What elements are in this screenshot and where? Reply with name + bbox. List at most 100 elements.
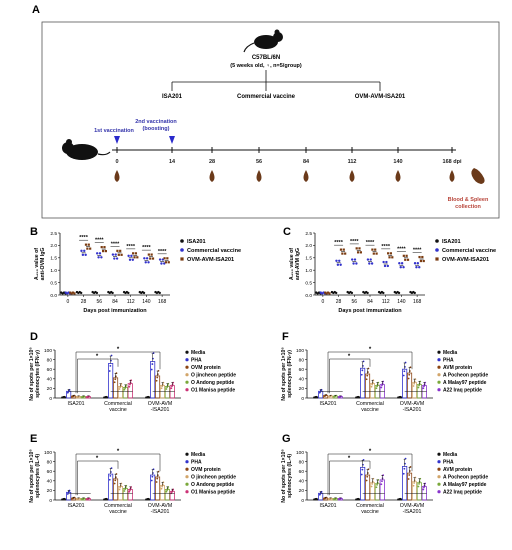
bar [416, 482, 422, 501]
data-point [124, 486, 127, 489]
significance-mark: **** [397, 246, 406, 252]
legend-label: O1 Manisa peptide [191, 490, 235, 496]
timeline-day-label: 112 [348, 159, 357, 165]
x-tick-label: 112 [382, 299, 390, 305]
significance-mark: **** [126, 244, 135, 250]
data-point [372, 252, 375, 255]
data-point [403, 370, 406, 373]
legend-marker [180, 239, 184, 243]
data-point [161, 483, 164, 486]
legend-marker [185, 482, 189, 486]
significance-mark: * [96, 354, 99, 360]
data-point [418, 384, 420, 387]
data-point [156, 376, 159, 379]
x-tick-label: Commercial [104, 503, 132, 509]
x-axis-label: Days post immunization [338, 308, 402, 314]
panel-letter: C [283, 226, 291, 238]
data-point [376, 383, 379, 386]
data-point [150, 253, 153, 256]
x-tick-label: vaccine [361, 407, 379, 413]
data-point [123, 490, 126, 492]
legend-marker [435, 248, 439, 252]
data-point [100, 256, 103, 259]
legend-label: AVM protein [443, 467, 472, 473]
panel-letter-A: A [32, 4, 40, 16]
data-point [104, 250, 107, 253]
data-point [131, 258, 135, 261]
data-point [402, 374, 405, 377]
data-point [352, 262, 355, 265]
panel-letter: F [282, 331, 289, 343]
bar [369, 383, 375, 399]
legend-marker [437, 388, 441, 392]
y-tick-label: 0.0 [305, 293, 312, 299]
bar [364, 474, 371, 501]
data-point [413, 380, 416, 383]
bar [374, 483, 380, 501]
x-tick-label: Commercial [356, 401, 384, 407]
y-tick-label: 0.5 [50, 280, 57, 286]
x-tick-label: OVM-AVM [400, 401, 424, 407]
legend-label: A22 Iraq peptide [443, 388, 482, 394]
data-point [114, 253, 117, 256]
legend-label: A Malay97 peptide [443, 380, 487, 386]
data-point [166, 487, 169, 490]
x-tick-label: 56 [97, 299, 103, 305]
y-axis-label-line: No of spots per 1×10⁶ [281, 449, 287, 503]
y-axis-label: No of spots per 1×10⁶splenocytes (IL-4) [29, 449, 41, 503]
data-point [376, 483, 378, 486]
data-point [114, 375, 117, 378]
mouse-info: (5 weeks old, ♀, n=5/group) [230, 63, 302, 69]
significance-mark: * [117, 347, 120, 353]
y-axis-label: No of spots per 1×10⁶splenocytes (IFN-γ) [281, 347, 293, 401]
data-point [339, 263, 342, 266]
bar [108, 473, 114, 501]
mouse-icon [62, 139, 111, 160]
bar [154, 375, 161, 399]
data-point [171, 383, 174, 386]
data-point [381, 384, 383, 387]
timeline-ticks: 0 14 28 56 84 112 140 168 dpi [114, 147, 485, 184]
collection-label: collection [455, 204, 481, 210]
y-tick-label: 80 [299, 459, 305, 465]
data-point [399, 266, 402, 269]
bar [108, 363, 114, 399]
y-axis-label-line: splenocytes (IFN-γ) [35, 350, 41, 398]
data-point [320, 490, 323, 493]
data-point [116, 249, 119, 252]
data-point [371, 480, 374, 483]
y-tick-label: 60 [299, 367, 305, 373]
data-point [165, 388, 168, 390]
legend-label: ISA201 [187, 239, 206, 245]
legend-label: Media [191, 452, 205, 458]
data-point [370, 485, 373, 488]
data-point [166, 386, 168, 389]
data-point [421, 255, 424, 259]
data-point [161, 385, 164, 388]
data-point [124, 488, 126, 491]
y-tick-label: 40 [47, 479, 53, 485]
data-point [371, 248, 374, 251]
significance-mark: * [369, 449, 372, 455]
blood-drop-icon [395, 170, 401, 182]
data-point [70, 292, 73, 295]
y-tick-label: 100 [44, 450, 52, 456]
data-point [68, 388, 71, 391]
schematic-frame [41, 21, 500, 219]
y-tick-label: 40 [299, 479, 305, 485]
data-point [422, 387, 425, 390]
legend-label: Commercial vaccine [187, 248, 241, 254]
data-point [163, 257, 166, 260]
data-point [339, 248, 343, 251]
x-axis-label: Days post immunization [83, 308, 147, 314]
data-point [374, 248, 377, 251]
data-point [160, 487, 163, 490]
y-axis-label-line: splenocytes (IL-4) [35, 454, 41, 498]
y-axis-label-line: splenocytes (IFN-γ) [287, 350, 293, 398]
data-point [320, 388, 323, 391]
significance-mark: **** [334, 240, 343, 246]
data-point [366, 472, 369, 474]
data-point [409, 466, 412, 468]
